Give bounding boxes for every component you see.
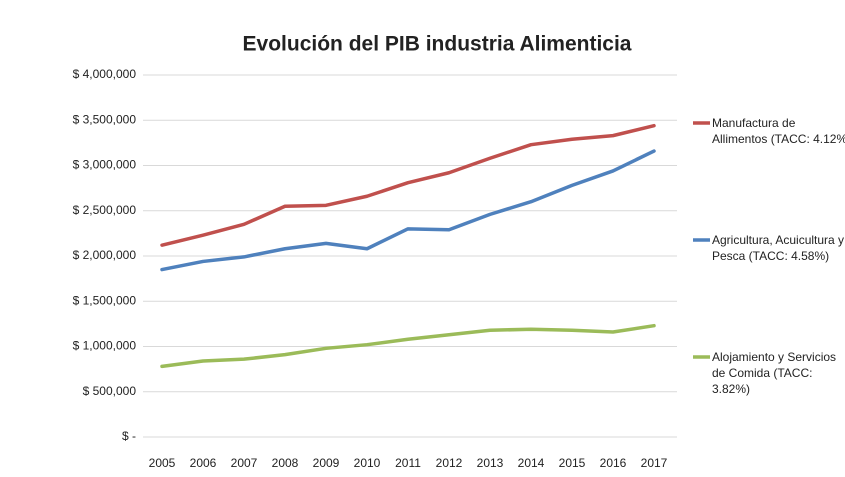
x-tick-label: 2015 [559,456,586,470]
y-tick-label: $ 500,000 [83,384,137,398]
x-tick-label: 2008 [272,456,299,470]
y-tick-label: $ 3,000,000 [73,158,137,172]
x-tick-label: 2007 [231,456,258,470]
x-tick-label: 2017 [641,456,668,470]
y-tick-label: $ 1,000,000 [73,339,137,353]
x-tick-label: 2006 [190,456,217,470]
y-tick-label: $ 4,000,000 [73,67,137,81]
series-line [160,323,656,369]
x-tick-label: 2005 [149,456,176,470]
series-line [160,123,656,247]
y-tick-label: $ 1,500,000 [73,293,137,307]
series-line [160,149,656,272]
x-tick-label: 2011 [395,456,421,470]
legend-label: Alojamiento y Servicios de Comida (TACC:… [712,350,837,396]
x-tick-label: 2016 [600,456,627,470]
y-tick-label: $ 2,500,000 [73,203,137,217]
x-tick-label: 2014 [518,456,545,470]
y-tick-label: $ 3,500,000 [73,112,137,126]
y-tick-label: $ 2,000,000 [73,248,137,262]
chart-title: Evolución del PIB industria Alimenticia [243,33,632,56]
legend-label: Agricultura, Acuicultura y Pesca (TACC: … [712,233,845,263]
x-tick-label: 2013 [477,456,504,470]
legend-label: Manufactura de Allimentos (TACC: 4.12%) [712,116,845,146]
x-tick-label: 2010 [354,456,381,470]
y-tick-label: $ - [122,429,136,443]
x-tick-label: 2009 [313,456,340,470]
x-tick-label: 2012 [436,456,463,470]
